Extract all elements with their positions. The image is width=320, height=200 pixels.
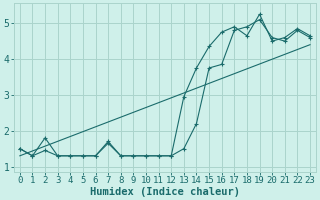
X-axis label: Humidex (Indice chaleur): Humidex (Indice chaleur) [90,186,240,197]
